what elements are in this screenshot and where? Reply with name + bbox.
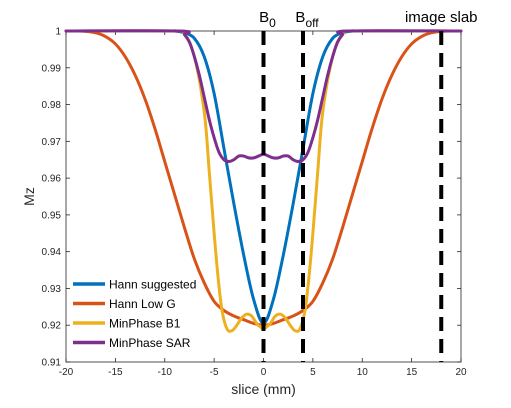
x-tick-label: -5 — [210, 367, 219, 378]
x-tick-label: 10 — [357, 367, 369, 378]
y-axis: 0.91 0.92 0.93 0.94 0.95 0.96 0.97 0.98 0.99 1 — [42, 27, 461, 369]
x-tick-label: 15 — [406, 367, 418, 378]
y-tick-label: 0.98 — [42, 100, 62, 111]
legend: Hann suggested Hann Low G MinPhase B1 MinPh… — [73, 278, 196, 350]
y-tick-label: 0.91 — [42, 358, 62, 369]
x-tick-label: 20 — [455, 367, 467, 378]
reference-lines: B0 Boff image slab — [259, 9, 478, 362]
y-tick-label: 0.96 — [42, 174, 62, 185]
x-tick-label: 5 — [310, 367, 316, 378]
y-tick-label: 0.93 — [42, 284, 62, 295]
legend-label: MinPhase SAR — [109, 336, 191, 350]
legend-label: MinPhase B1 — [109, 317, 181, 331]
reference-line-label: B0 — [259, 9, 276, 30]
x-tick-label: -20 — [59, 367, 74, 378]
x-axis-label: slice (mm) — [231, 381, 296, 397]
y-tick-label: 0.94 — [42, 247, 62, 258]
y-tick-label: 0.92 — [42, 321, 62, 332]
y-tick-label: 1 — [55, 27, 61, 38]
reference-line-label: image slab — [405, 9, 478, 26]
legend-label: Hann Low G — [109, 297, 176, 311]
x-axis: -20 -15 -10 -5 0 5 10 15 20 — [59, 31, 467, 378]
y-tick-label: 0.97 — [42, 137, 62, 148]
x-tick-label: -10 — [158, 367, 173, 378]
reference-line-label: Boff — [295, 9, 319, 30]
y-tick-label: 0.95 — [42, 210, 62, 221]
x-tick-label: 0 — [261, 367, 267, 378]
legend-label: Hann suggested — [109, 278, 196, 292]
y-axis-label: Mz — [21, 187, 37, 206]
x-tick-label: -15 — [108, 367, 123, 378]
y-tick-label: 0.99 — [42, 63, 62, 74]
